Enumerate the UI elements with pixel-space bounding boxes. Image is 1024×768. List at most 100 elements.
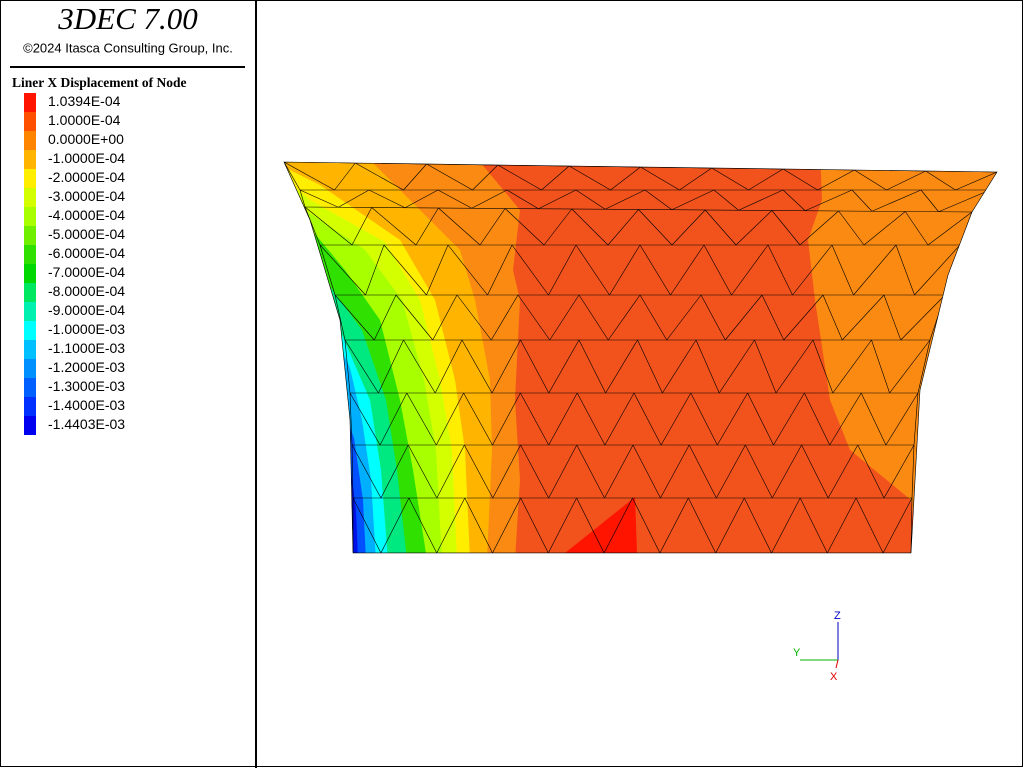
mesh-line — [492, 444, 521, 499]
mesh-line — [365, 244, 385, 296]
mesh-line — [637, 339, 663, 394]
mesh-line — [782, 168, 818, 191]
mesh-line — [771, 444, 802, 499]
mesh-line — [464, 444, 494, 499]
mesh-line — [822, 294, 843, 341]
mesh-line — [520, 392, 549, 446]
mesh-line — [406, 392, 437, 446]
mesh-line — [644, 189, 673, 210]
mesh-line — [379, 392, 408, 446]
mesh-line — [407, 444, 438, 499]
mesh-line — [604, 392, 635, 446]
mesh-line — [548, 497, 577, 553]
mesh-line — [436, 392, 464, 446]
mesh-line — [479, 208, 506, 246]
mesh-line — [638, 209, 673, 246]
mesh-line — [738, 189, 784, 211]
mesh-line — [817, 169, 855, 191]
mesh-line — [304, 206, 321, 246]
mesh-line — [775, 339, 814, 394]
legend-swatch — [24, 226, 36, 245]
mesh-line — [771, 497, 801, 553]
mesh-line — [368, 189, 406, 209]
mesh-line — [767, 244, 793, 296]
mesh-line — [860, 392, 887, 446]
mesh-line — [304, 206, 353, 246]
mesh-line — [380, 497, 410, 553]
mesh-line — [659, 497, 689, 553]
mesh-line — [754, 339, 777, 394]
mesh-line — [436, 444, 465, 499]
mesh-line — [395, 294, 433, 341]
mesh-line — [548, 392, 578, 446]
mesh-line — [371, 207, 417, 246]
mesh-line — [576, 392, 606, 446]
mesh-line — [713, 189, 739, 211]
mesh-line — [842, 294, 885, 341]
mesh-line — [660, 392, 692, 446]
legend-label: -2.0000E-04 — [48, 169, 125, 185]
mesh-line — [829, 392, 862, 446]
mesh-line — [383, 244, 427, 296]
legend-swatch — [24, 131, 36, 150]
mesh-line — [855, 497, 884, 553]
mesh-line — [851, 189, 873, 212]
legend-label: 1.0394E-04 — [48, 93, 121, 109]
mesh-line — [456, 294, 492, 341]
legend-swatch — [24, 359, 36, 378]
mesh-line — [319, 244, 366, 296]
legend-label: 1.0000E-04 — [48, 112, 121, 128]
mesh-line — [497, 164, 542, 191]
mesh-line — [911, 444, 915, 499]
legend-label: -1.0000E-03 — [48, 321, 125, 337]
mesh-line — [882, 497, 913, 553]
mesh-line — [832, 339, 872, 394]
x-axis — [835, 659, 839, 669]
mesh — [284, 162, 997, 553]
legend-title: Liner X Displacement of Node — [12, 75, 187, 90]
mesh-line — [373, 294, 397, 341]
mesh-line — [344, 339, 351, 394]
mesh-line — [725, 294, 763, 341]
mesh-line — [633, 392, 662, 446]
mesh-line — [827, 497, 857, 553]
mesh-line — [351, 207, 372, 246]
mesh-line — [610, 166, 641, 191]
mesh-line — [603, 497, 633, 553]
z-label: Z — [834, 610, 841, 622]
mesh-line — [660, 444, 690, 499]
mesh-line — [731, 244, 769, 296]
legend-swatch — [24, 397, 36, 416]
y-label: Y — [793, 647, 801, 659]
mesh-line — [520, 444, 549, 499]
legend-swatch — [24, 321, 36, 340]
mesh-line — [380, 444, 409, 499]
mesh-line — [463, 392, 493, 446]
legend-label: -5.0000E-04 — [48, 226, 125, 242]
legend-swatch — [24, 264, 36, 283]
mesh-line — [771, 210, 801, 246]
mesh-line — [548, 244, 577, 296]
legend-label: -1.1000E-03 — [48, 340, 125, 356]
mesh-line — [548, 339, 580, 394]
mesh-line — [920, 189, 939, 212]
mesh-line — [403, 163, 427, 191]
mesh-line — [938, 189, 991, 213]
mesh-line — [805, 189, 853, 212]
mesh-line — [349, 392, 381, 446]
mesh-line — [299, 189, 339, 208]
mesh-line — [695, 339, 720, 394]
mesh-line — [319, 244, 336, 296]
mesh-line — [487, 244, 513, 296]
mesh-line — [491, 339, 521, 394]
mesh-line — [349, 392, 353, 446]
mesh-line — [471, 189, 508, 209]
mesh-line — [426, 163, 473, 191]
legend-swatch — [24, 245, 36, 264]
mesh-line — [715, 497, 745, 553]
mesh-line — [745, 444, 773, 499]
mesh-line — [351, 444, 354, 499]
legend-label: -3.0000E-04 — [48, 188, 125, 204]
axis-triad: Z Y X — [793, 610, 841, 683]
legend-label: -1.0000E-04 — [48, 150, 125, 166]
